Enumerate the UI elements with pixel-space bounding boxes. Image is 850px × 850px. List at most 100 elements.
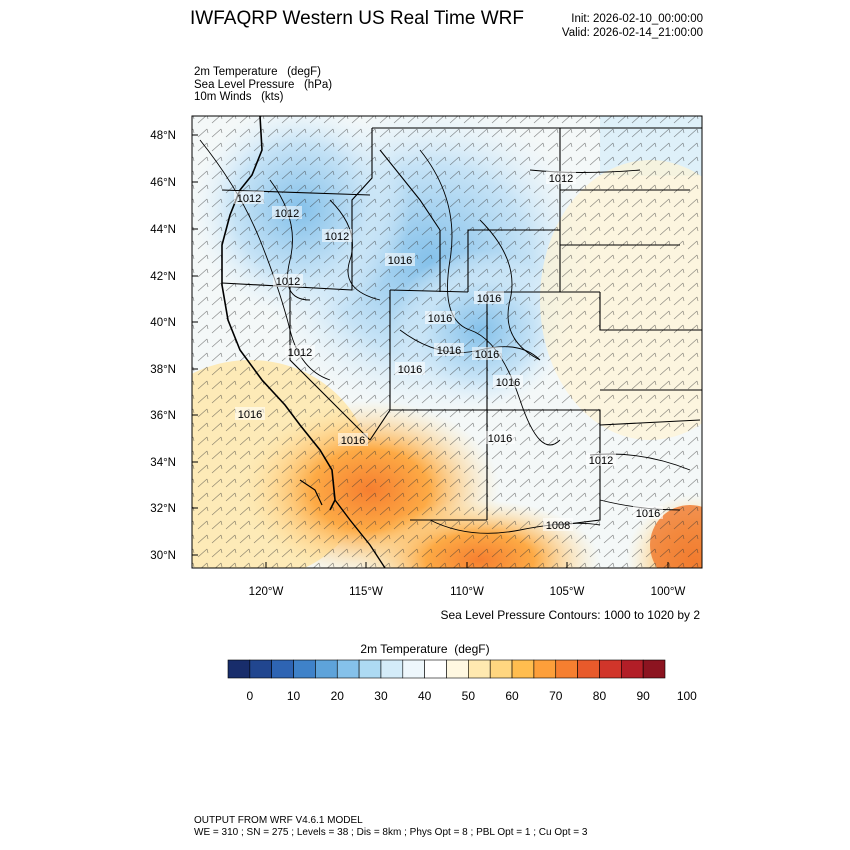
valid-time: Valid: 2026-02-14_21:00:00 (561, 27, 703, 39)
lat-tick-label: 30°N (150, 550, 176, 562)
colorbar-tick-label: 30 (374, 689, 388, 703)
colorbar-swatch (402, 659, 425, 679)
colorbar-swatch (599, 659, 622, 679)
pressure-label: 1012 (288, 347, 312, 359)
pressure-label-box (234, 191, 264, 204)
field-temperature: 2m Temperature (degF) (194, 66, 321, 78)
pressure-label: 1016 (388, 255, 412, 267)
pressure-label-box (434, 343, 464, 356)
pressure-label: 1016 (341, 435, 365, 447)
field-list: 2m Temperature (degF) Sea Level Pressure… (194, 66, 332, 104)
pressure-label-box (322, 229, 352, 242)
colorbar: 0 10 20 30 40 50 60 70 80 90 100 (227, 659, 697, 703)
pressure-label-box (493, 375, 523, 388)
colorbar-swatch (358, 659, 382, 679)
pressure-label-box (235, 407, 265, 420)
pressure-label: 1016 (496, 377, 520, 389)
pressure-label: 1016 (437, 345, 461, 357)
pressure-label: 1008 (546, 520, 570, 532)
pressure-label-box (586, 453, 616, 466)
colorbar-swatch (533, 659, 557, 679)
pressure-label-box (385, 253, 415, 266)
field-pressure: Sea Level Pressure (hPa) (194, 78, 333, 91)
colorbar-swatch (293, 659, 316, 679)
colorbar-swatch (249, 659, 273, 679)
footer-config: WE = 310 ; SN = 275 ; Levels = 38 ; Dis … (194, 827, 588, 838)
colorbar-tick-label: 50 (462, 689, 476, 703)
colorbar-swatch (642, 659, 666, 679)
colorbar-swatch (446, 659, 469, 679)
pressure-label-box (474, 291, 504, 304)
pressure-label: 1016 (636, 508, 660, 520)
map-frame (191, 115, 703, 569)
pressure-label: 1016 (488, 433, 512, 445)
pressure-label: 1012 (589, 455, 613, 467)
pressure-label-box (395, 362, 425, 375)
pressure-label-box (425, 311, 455, 324)
pressure-label-box (633, 506, 663, 519)
colorbar-swatch (271, 659, 294, 679)
colorbar-swatch (227, 659, 251, 679)
colorbar-tick-label: 0 (247, 689, 254, 703)
colorbar-swatch (511, 659, 535, 679)
lat-tick-label: 32°N (150, 503, 176, 515)
pressure-label-box (273, 274, 303, 287)
lat-tick-label: 40°N (150, 317, 176, 329)
lon-tick-label: 105°W (550, 586, 585, 598)
run-times: Init: 2026-02-10_00:00:00 Valid: 2026-02… (562, 12, 703, 40)
pressure-label: 1012 (275, 208, 299, 220)
colorbar-title: 2m Temperature (degF) (360, 642, 490, 656)
pressure-label: 1012 (325, 231, 349, 243)
colorbar-swatch (555, 659, 578, 679)
colorbar-tick-label: 60 (505, 689, 519, 703)
colorbar-tick-label: 100 (677, 689, 697, 703)
pressure-label-box (543, 518, 573, 531)
pressure-label-box (485, 431, 515, 444)
lon-tick-label: 115°W (349, 586, 383, 598)
colorbar-swatch (424, 659, 447, 679)
pressure-label: 1016 (428, 313, 452, 325)
lat-tick-label: 42°N (150, 271, 176, 283)
pressure-label-box (338, 433, 368, 446)
footer: OUTPUT FROM WRF V4.6.1 MODEL WE = 310 ; … (194, 815, 587, 839)
lat-tick-label: 38°N (150, 364, 176, 376)
pressure-label-box (285, 345, 315, 358)
pressure-label: 1012 (237, 193, 261, 205)
colorbar-swatch (620, 659, 644, 679)
pressure-label: 1016 (238, 409, 262, 421)
pressure-label: 1012 (276, 276, 300, 288)
pressure-label: 1016 (398, 364, 422, 376)
colorbar-swatch (577, 659, 600, 679)
colorbar-tick-label: 40 (418, 689, 432, 703)
lon-tick-label: 100°W (651, 586, 686, 598)
lat-tick-label: 36°N (150, 410, 176, 422)
colorbar-swatch (336, 659, 360, 679)
colorbar-tick-label: 70 (549, 689, 563, 703)
colorbar-tick-label: 80 (593, 689, 607, 703)
pressure-label-box (272, 206, 302, 219)
pressure-label-box (546, 171, 576, 184)
lat-tick-label: 34°N (150, 457, 176, 469)
colorbar-swatch (315, 659, 338, 679)
pressure-label: 1012 (549, 173, 573, 185)
temperature-field (192, 116, 702, 568)
colorbar-swatch (489, 659, 513, 679)
contour-note: Sea Level Pressure Contours: 1000 to 102… (440, 608, 701, 622)
lon-tick-label: 110°W (450, 586, 484, 598)
footer-model: OUTPUT FROM WRF V4.6.1 MODEL (194, 815, 363, 826)
lon-tick-label: 120°W (249, 586, 284, 598)
lat-tick-label: 46°N (150, 177, 176, 189)
colorbar-tick-label: 90 (636, 689, 650, 703)
colorbar-swatch (380, 659, 404, 679)
colorbar-tick-label: 20 (331, 689, 345, 703)
pressure-label: 1016 (477, 293, 501, 305)
colorbar-swatch (468, 659, 491, 679)
init-time: Init: 2026-02-10_00:00:00 (571, 13, 703, 25)
pressure-label-box (472, 347, 502, 360)
pressure-label: 1016 (475, 349, 499, 361)
lat-tick-label: 48°N (150, 130, 176, 142)
map-title: IWFAQRP Western US Real Time WRF (190, 8, 524, 29)
field-winds: 10m Winds (kts) (194, 91, 284, 103)
colorbar-tick-label: 10 (287, 689, 301, 703)
